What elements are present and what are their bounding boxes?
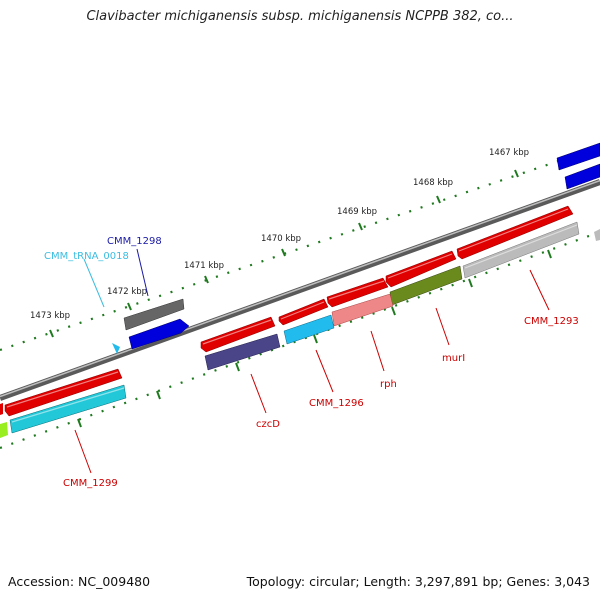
trna-marker[interactable] (112, 343, 120, 354)
gene-arrow-purple[interactable] (204, 333, 281, 371)
inner-ruler (0, 230, 600, 450)
genome-backbone (0, 179, 600, 401)
gene-arrow-red[interactable] (385, 250, 457, 288)
gene-arrow-blue[interactable] (556, 142, 600, 171)
ruler-label: 1470 kbp (261, 234, 301, 244)
ruler-major-tick (358, 222, 363, 231)
ruler-major-tick (468, 278, 473, 288)
gene-label[interactable]: czcD (256, 419, 280, 430)
gene-arrow-blue[interactable] (564, 163, 600, 190)
gene-arrow-red-edge[interactable] (0, 403, 3, 415)
topology-text: Topology: circular; Length: 3,297,891 bp… (246, 574, 590, 589)
gene-arrow-gray[interactable] (123, 298, 185, 331)
gene-arrow-lightgray-edge[interactable] (594, 229, 600, 241)
ruler-major-tick (281, 248, 286, 257)
ruler-label: 1467 kbp (489, 148, 529, 158)
gene-arrow-lime[interactable] (0, 422, 8, 438)
ruler-major-tick (391, 306, 396, 316)
outer-ruler (0, 145, 600, 352)
ruler-major-tick (436, 195, 441, 204)
gene-label[interactable]: CMM_tRNA_0018 (44, 251, 129, 262)
accession-text: Accession: NC_009480 (8, 574, 151, 589)
ruler-major-tick (204, 275, 209, 284)
ruler-major-tick (313, 334, 318, 344)
ruler-label: 1472 kbp (107, 287, 147, 297)
label-leaders (74, 248, 550, 474)
gene-label[interactable]: murI (442, 353, 465, 364)
gene-features[interactable] (0, 142, 600, 438)
gene-arrow-red[interactable] (4, 368, 123, 417)
ruler-major-tick (547, 249, 552, 259)
ruler-label: 1471 kbp (184, 261, 224, 271)
ruler-label: 1468 kbp (413, 178, 453, 188)
gene-label[interactable]: CMM_1296 (309, 398, 364, 409)
gene-arrow-blue[interactable] (128, 318, 190, 350)
ruler-major-tick (235, 362, 240, 372)
gene-arrow-red[interactable] (456, 205, 574, 260)
ruler-major-tick (49, 329, 54, 338)
ruler-label: 1469 kbp (337, 207, 377, 217)
gene-label[interactable]: CMM_1293 (524, 316, 579, 327)
gene-arrow-cyan[interactable] (9, 384, 127, 434)
ruler-major-tick (127, 302, 132, 311)
ruler-major-tick (156, 390, 161, 400)
ruler-major-tick (77, 418, 82, 428)
gene-label[interactable]: CMM_1298 (107, 236, 162, 247)
ruler-label: 1473 kbp (30, 311, 70, 321)
map-title: Clavibacter michiganensis subsp. michiga… (86, 9, 514, 24)
gene-label[interactable]: rph (380, 379, 397, 390)
gene-label[interactable]: CMM_1299 (63, 478, 118, 489)
gene-arrow-sky[interactable] (283, 314, 335, 345)
ruler-major-tick (514, 169, 519, 178)
ruler-labels: 1467 kbp 1468 kbp 1469 kbp 1470 kbp 1471… (30, 148, 529, 321)
gene-labels: CMM_1298 CMM_tRNA_0018 CMM_1293 murI rph… (44, 236, 579, 489)
gene-arrow-pink[interactable] (331, 293, 394, 327)
